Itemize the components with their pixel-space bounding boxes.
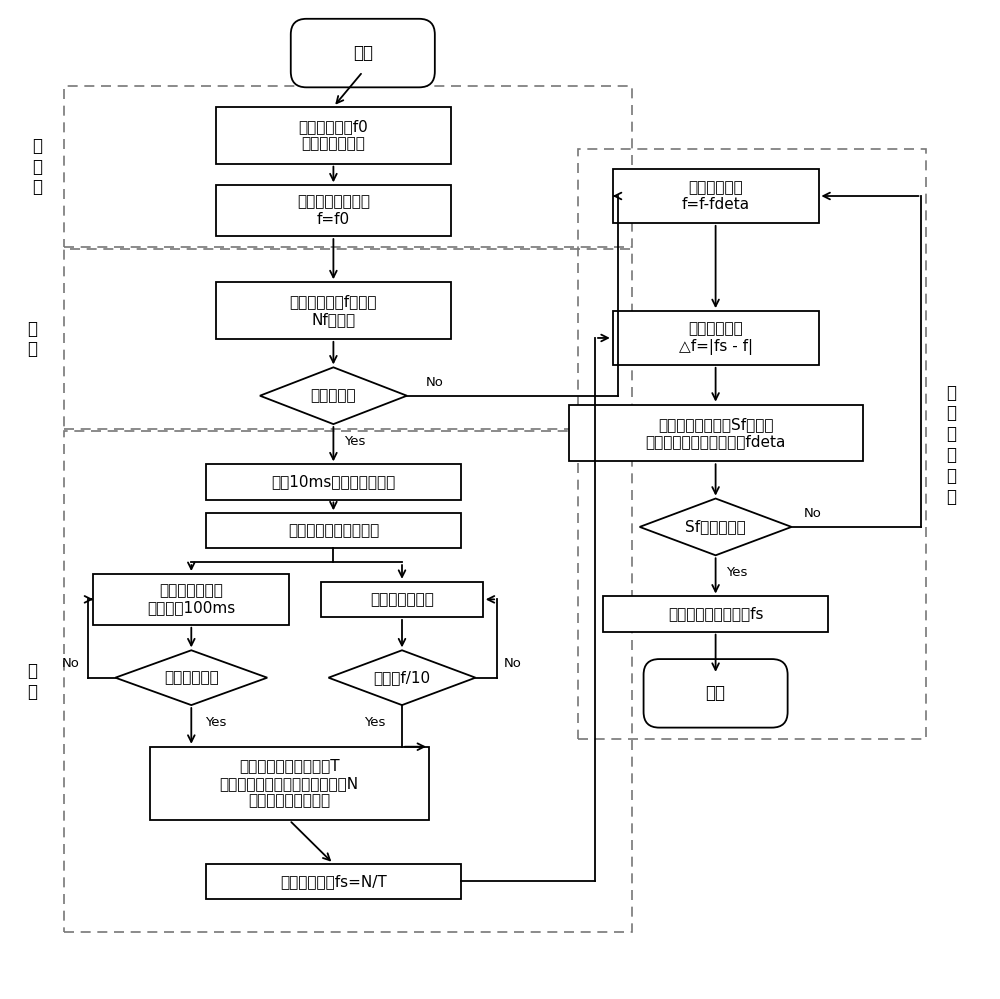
Text: 超时时间到？: 超时时间到？ [164,670,219,685]
Bar [603,596,828,631]
Text: 根据激振频率f，发送
Nf个脉冲: 根据激振频率f，发送 Nf个脉冲 [290,295,377,327]
Text: Yes: Yes [344,436,366,449]
Text: 计数到f/10: 计数到f/10 [373,670,431,685]
Text: No: No [504,657,522,670]
Bar [64,86,632,247]
Bar [321,581,483,617]
Text: 计算拾振频率fs=N/T: 计算拾振频率fs=N/T [280,874,387,889]
Polygon shape [328,650,476,705]
Bar [613,169,818,223]
Bar [64,249,632,429]
Text: 开始: 开始 [353,44,373,62]
Text: 打开计时器，开始计时: 打开计时器，开始计时 [288,523,379,538]
Text: 激
振
频
率
调
整: 激 振 频 率 调 整 [946,384,956,505]
Text: 更新激振频率
f=f-fdeta: 更新激振频率 f=f-fdeta [682,180,750,212]
Bar [216,282,451,339]
Text: No: No [425,376,443,389]
Polygon shape [260,368,407,425]
Text: 延时10ms，等待频率稳定: 延时10ms，等待频率稳定 [271,475,396,490]
Text: 打开超时计时器
超时时间100ms: 打开超时计时器 超时时间100ms [147,583,235,615]
Text: 结束: 结束 [706,684,726,702]
Text: No: No [61,657,79,670]
Bar [569,405,863,462]
Bar [613,311,818,365]
Text: 计算频率差值
△f=|fs - f|: 计算频率差值 △f=|fs - f| [679,322,753,355]
Bar [150,746,429,820]
Text: 激
振: 激 振 [28,320,38,359]
Text: 共振频率为拾振频率fs: 共振频率为拾振频率fs [668,606,763,621]
Text: 设定基准频率f0
以及扫频上下限: 设定基准频率f0 以及扫频上下限 [299,119,368,152]
Text: 打开中断计数器: 打开中断计数器 [370,591,434,606]
Bar [93,573,289,624]
Text: 激振结束？: 激振结束？ [311,389,356,404]
Text: Yes: Yes [726,566,748,579]
Polygon shape [115,650,267,705]
Text: Yes: Yes [364,716,385,729]
Polygon shape [640,499,792,555]
Text: 设定初始激振频率
f=f0: 设定初始激振频率 f=f0 [297,195,370,227]
FancyBboxPatch shape [291,19,435,87]
Bar [216,107,451,164]
Bar [64,431,632,932]
Text: 关闭计时器，记录时间T
并关闭中断计时器，记录计数值N
同时关闭超时计时器: 关闭计时器，记录时间T 并关闭中断计时器，记录计数值N 同时关闭超时计时器 [220,758,359,808]
Bar [206,864,461,899]
Bar [206,513,461,548]
Bar [216,185,451,236]
Text: Sf为理想态？: Sf为理想态？ [685,519,746,534]
Text: 初
始
化: 初 始 化 [32,137,42,197]
Text: No: No [804,506,822,519]
Text: 判断频率差值状态Sf和与之
对应的频率差值状态系数fdeta: 判断频率差值状态Sf和与之 对应的频率差值状态系数fdeta [645,417,786,450]
Bar [206,465,461,500]
Text: 拾
振: 拾 振 [28,662,38,701]
Bar [578,149,926,739]
FancyBboxPatch shape [644,659,788,727]
Text: Yes: Yes [205,716,226,729]
